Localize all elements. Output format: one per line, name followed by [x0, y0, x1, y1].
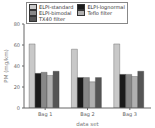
svg-text:data set: data set — [76, 121, 99, 127]
html-text:ELPI-standard: ELPI-standard — [39, 4, 74, 10]
svg-text:0: 0 — [17, 105, 20, 111]
html-text:ELPI-bimodal: ELPI-bimodal — [39, 10, 72, 16]
svg-text:Bag 3: Bag 3 — [123, 111, 137, 118]
html-text:ELPI-lognormal: ELPI-lognormal — [87, 4, 125, 10]
svg-text:60: 60 — [14, 42, 20, 48]
svg-text:40: 40 — [14, 63, 20, 69]
svg-text:80: 80 — [14, 21, 20, 27]
svg-text:PM (mg/km): PM (mg/km) — [8, 49, 10, 82]
html-text:TX40 filter: TX40 filter — [39, 16, 66, 22]
svg-text:Bag 2: Bag 2 — [80, 111, 94, 118]
svg-text:20: 20 — [14, 84, 20, 90]
svg-text:Bag 1: Bag 1 — [38, 111, 52, 118]
html-text:Teflo filter: Teflo filter — [87, 10, 113, 16]
